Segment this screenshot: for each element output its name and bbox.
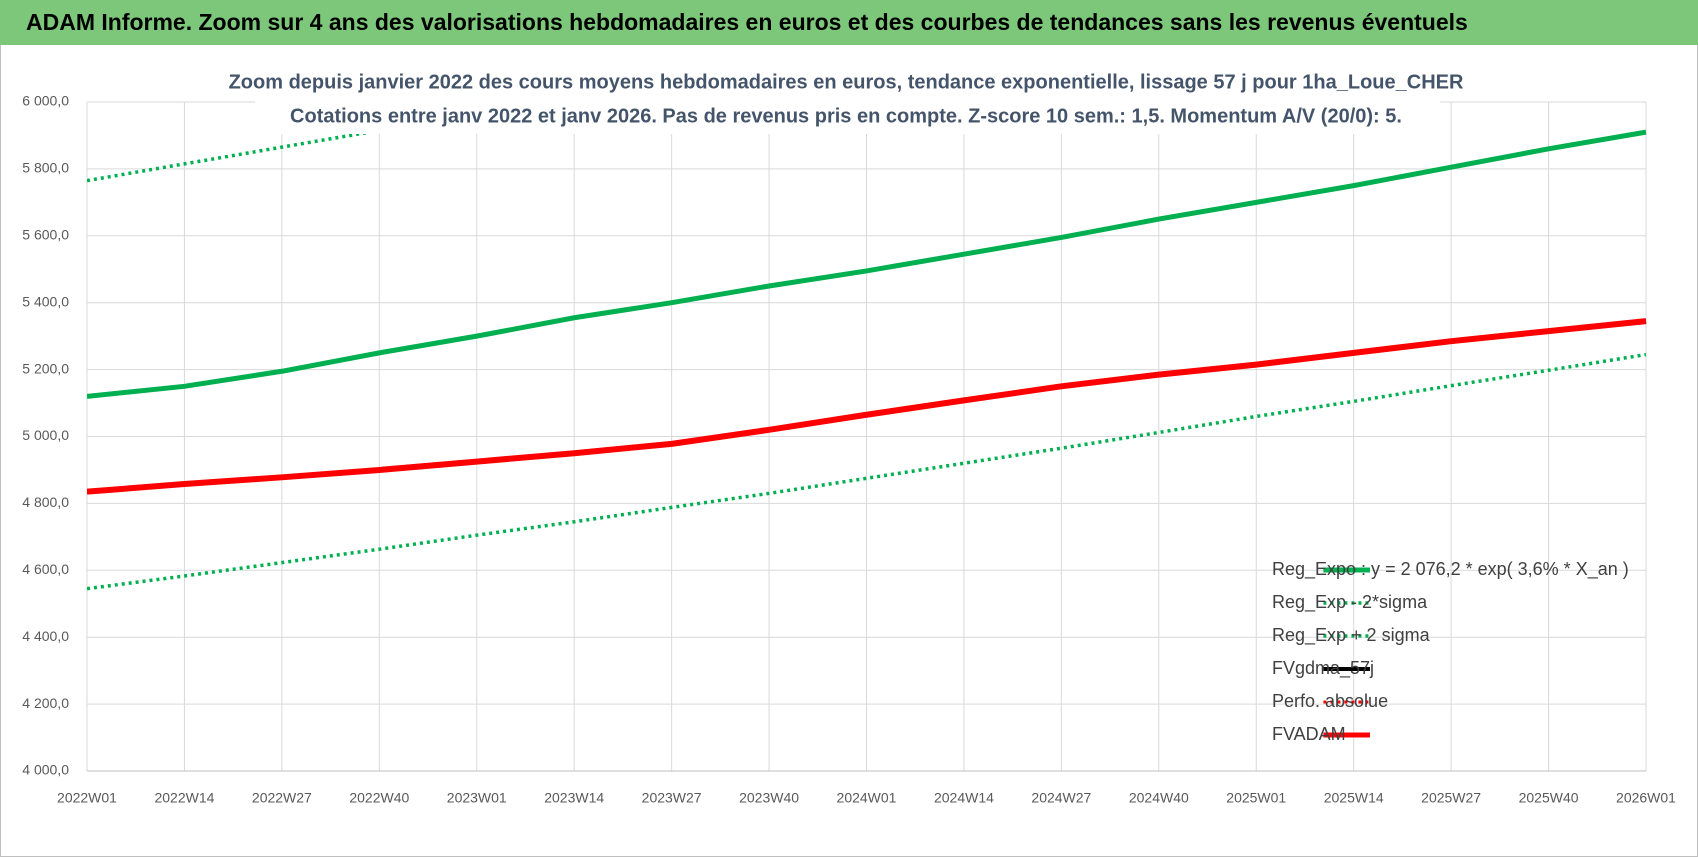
y-tick-label: 5 600,0 [22, 227, 69, 243]
y-tick-label: 5 800,0 [22, 160, 69, 176]
x-tick-label: 2025W40 [1519, 790, 1579, 806]
legend-label: FVgdma_57j [1272, 658, 1374, 679]
y-tick-label: 5 000,0 [22, 427, 69, 443]
x-tick-label: 2026W01 [1616, 790, 1676, 806]
x-tick-label: 2025W14 [1324, 790, 1384, 806]
header-bar [0, 0, 1698, 45]
series-line [87, 129, 1647, 399]
x-tick-label: 2023W14 [544, 790, 604, 806]
x-tick-label: 2022W14 [154, 790, 214, 806]
legend-label: FVADAM [1272, 724, 1346, 744]
x-tick-label: 2023W27 [642, 790, 702, 806]
legend-label: Reg_Exp + 2 sigma [1272, 625, 1431, 646]
x-tick-label: 2022W27 [252, 790, 312, 806]
legend-label: Reg_Exp - 2*sigma [1272, 592, 1428, 613]
y-tick-label: 6 000,0 [22, 93, 69, 109]
x-tick-label: 2024W27 [1031, 790, 1091, 806]
x-tick-label: 2025W01 [1226, 790, 1286, 806]
y-tick-label: 4 200,0 [22, 695, 69, 711]
legend-label: Reg_Expo : y = 2 076,2 * exp( 3,6% * X_a… [1272, 559, 1629, 580]
y-tick-label: 4 000,0 [22, 762, 69, 778]
x-tick-label: 2025W27 [1421, 790, 1481, 806]
x-tick-label: 2024W14 [934, 790, 994, 806]
chart-subtitle: Cotations entre janv 2022 et janv 2026. … [290, 105, 1402, 127]
legend-label: Perfo. absolue [1272, 691, 1388, 711]
grid: 4 000,0 4 200,0 4 400,0 4 600,0 4 800,0 5 000… [22, 93, 1676, 806]
x-tick-label: 2022W40 [349, 790, 409, 806]
y-tick-label: 4 400,0 [22, 628, 69, 644]
chart-title: Zoom depuis janvier 2022 des cours moyen… [229, 71, 1464, 93]
y-tick-label: 5 400,0 [22, 293, 69, 309]
series-line [87, 318, 1647, 495]
header-title: ADAM Informe. Zoom sur 4 ans des valoris… [26, 9, 1468, 35]
y-tick-label: 4 800,0 [22, 494, 69, 510]
y-tick-label: 5 200,0 [22, 360, 69, 376]
lines [87, 102, 1647, 591]
x-tick-label: 2023W40 [739, 790, 799, 806]
x-tick-label: 2024W01 [837, 790, 897, 806]
title-bg [255, 64, 1440, 134]
y-tick-label: 4 600,0 [22, 561, 69, 577]
x-tick-label: 2023W01 [447, 790, 507, 806]
legend: Reg_Expo : y = 2 076,2 * exp( 3,6% * X_a… [1272, 559, 1629, 744]
x-tick-label: 2024W40 [1129, 790, 1189, 806]
x-tick-label: 2022W01 [57, 790, 117, 806]
